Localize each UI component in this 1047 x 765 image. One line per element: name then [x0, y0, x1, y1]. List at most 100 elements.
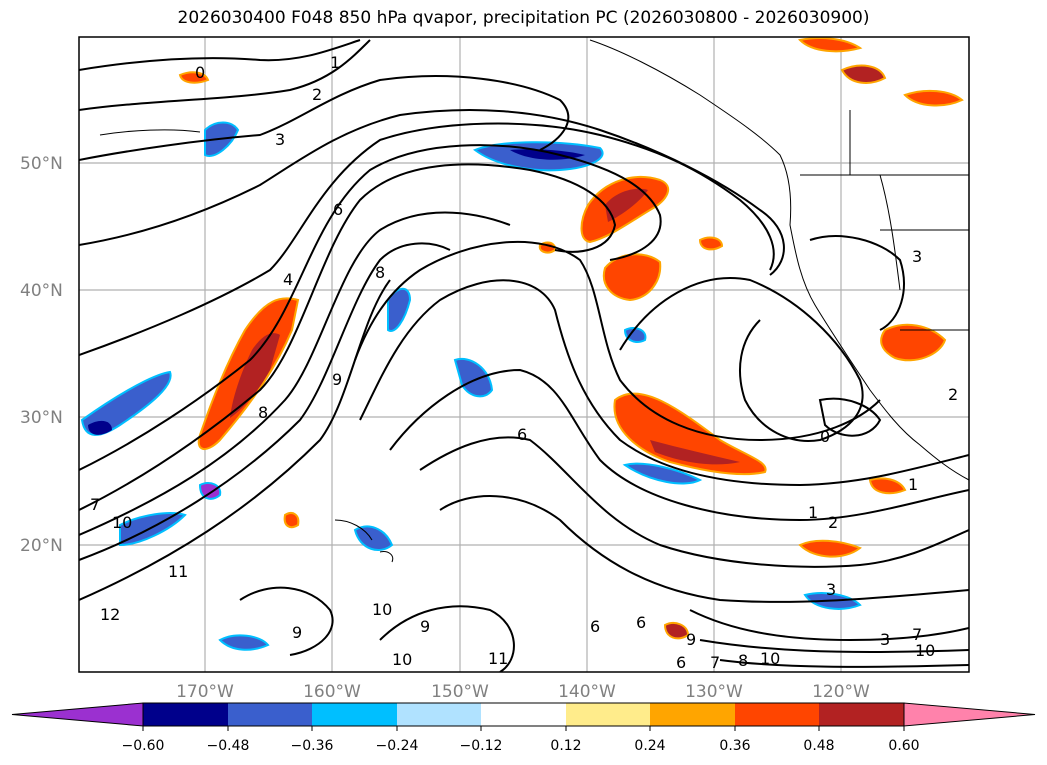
contour-label: 3	[880, 630, 890, 649]
colorbar-segment	[481, 703, 566, 726]
latitude-labels: 50°N 40°N 30°N 20°N	[20, 154, 63, 556]
precip-core-central-pacific	[230, 333, 280, 418]
contour-line	[359, 279, 969, 487]
colorbar-extend-low	[11, 702, 144, 727]
colorbar-segment	[228, 703, 312, 726]
contour-line	[79, 39, 361, 71]
precip-california	[880, 323, 947, 362]
contour-label: 4	[283, 270, 293, 289]
contour-label: 12	[100, 605, 120, 624]
contour-line	[79, 211, 511, 536]
contour-label: 1	[908, 475, 918, 494]
precip-neg-center	[453, 357, 494, 398]
longitude-labels: 170°W 160°W 150°W 140°W 130°W 120°W	[176, 682, 870, 702]
contour-label: 10	[915, 641, 935, 660]
colorbar-extend-high	[903, 702, 1036, 727]
coastlines	[99, 39, 969, 563]
contour-line	[239, 586, 334, 656]
contour-label: 6	[676, 653, 686, 672]
contour-label: 6	[333, 200, 343, 219]
colorbar-segment	[312, 703, 397, 726]
contour-line	[79, 39, 371, 111]
precip-positive	[178, 37, 964, 640]
lat-label: 50°N	[20, 154, 63, 174]
hawaiian-islands	[334, 519, 394, 563]
contour-label: 0	[820, 427, 830, 446]
colorbar-ticks: −0.60 −0.48 −0.36 −0.24 −0.12 0.12 0.24 …	[122, 726, 920, 754]
colorbar-tick-label: 0.24	[634, 738, 665, 754]
precip-core-subtropical	[650, 440, 740, 465]
contour-label: 6	[590, 617, 600, 636]
contour-label: 2	[312, 85, 322, 104]
contour-line	[689, 609, 969, 668]
contour-label: 9	[292, 623, 302, 642]
colorbar-segment	[735, 703, 819, 726]
precip-neg-south	[218, 634, 270, 651]
colorbar-segment	[397, 703, 481, 726]
contour-label: 2	[948, 385, 958, 404]
colorbar-tick-label: −0.48	[207, 738, 250, 754]
contour-label: 7	[912, 625, 922, 644]
contour-line	[439, 495, 969, 603]
colorbar-tick-label: −0.12	[460, 738, 503, 754]
contour-line	[79, 122, 775, 356]
lon-label: 140°W	[558, 682, 616, 702]
borders	[800, 110, 969, 331]
precip-neg-subtrop	[622, 462, 703, 485]
contour-label: 0	[195, 63, 205, 82]
contour-label: 8	[738, 651, 748, 670]
qvapor-contours	[79, 39, 969, 672]
precip-core-north	[605, 188, 648, 222]
precip-alaska	[840, 64, 887, 84]
lon-label: 170°W	[176, 682, 234, 702]
contour-label: 6	[636, 613, 646, 632]
contour-label: 8	[258, 403, 268, 422]
lon-label: 160°W	[303, 682, 361, 702]
precip-baja	[868, 477, 907, 495]
lon-label: 120°W	[812, 682, 870, 702]
contour-line	[354, 240, 881, 442]
precip-south-east	[798, 539, 862, 558]
contour-label: 10	[392, 650, 412, 669]
contour-label: 2	[828, 513, 838, 532]
colorbar-segment	[650, 703, 735, 726]
contour-label: 3	[826, 580, 836, 599]
contour-line	[79, 109, 785, 276]
contour-label: 9	[332, 370, 342, 389]
colorbar-tick-label: −0.24	[376, 738, 419, 754]
lat-label: 40°N	[20, 281, 63, 301]
colorbar: −0.60 −0.48 −0.36 −0.24 −0.12 0.12 0.24 …	[11, 702, 1036, 754]
contour-line	[79, 242, 451, 561]
colorbar-tick-label: −0.36	[291, 738, 334, 754]
contour-label: 7	[710, 653, 720, 672]
contour-line	[809, 235, 905, 331]
colorbar-outline	[142, 702, 905, 727]
contour-line	[379, 605, 515, 672]
aleutian-islands	[99, 129, 201, 136]
precip-gulf-alaska	[797, 37, 863, 53]
contour-line	[79, 163, 617, 511]
contour-line	[79, 279, 391, 601]
contour-line	[79, 144, 662, 471]
precip-neg-west-core	[88, 420, 112, 435]
contour-line	[79, 75, 570, 161]
contour-label: 7	[90, 495, 100, 514]
colorbar-tick-label: 0.12	[550, 738, 581, 754]
contour-labels: 0 1 2 3 4 6 8 9 7 10 11 12 3 8 6 0 1 2 3…	[90, 53, 958, 672]
precip-speck-3	[178, 71, 210, 84]
colorbar-tick-label: −0.60	[122, 738, 165, 754]
contour-label: 10	[372, 600, 392, 619]
contour-label: 3	[275, 130, 285, 149]
lat-label: 30°N	[20, 408, 63, 428]
colorbar-tick-label: 0.36	[719, 738, 750, 754]
precip-band-subtropical	[613, 392, 767, 476]
precip-speck-5	[663, 622, 690, 640]
map-content: 0 1 2 3 4 6 8 9 7 10 11 12 3 8 6 0 1 2 3…	[79, 37, 969, 672]
lon-label: 150°W	[431, 682, 489, 702]
colorbar-segment	[566, 703, 650, 726]
precip-speck-2	[698, 236, 724, 251]
precip-neg-hawaii	[353, 525, 394, 551]
precip-negative	[80, 121, 862, 651]
contour-label: 9	[686, 630, 696, 649]
